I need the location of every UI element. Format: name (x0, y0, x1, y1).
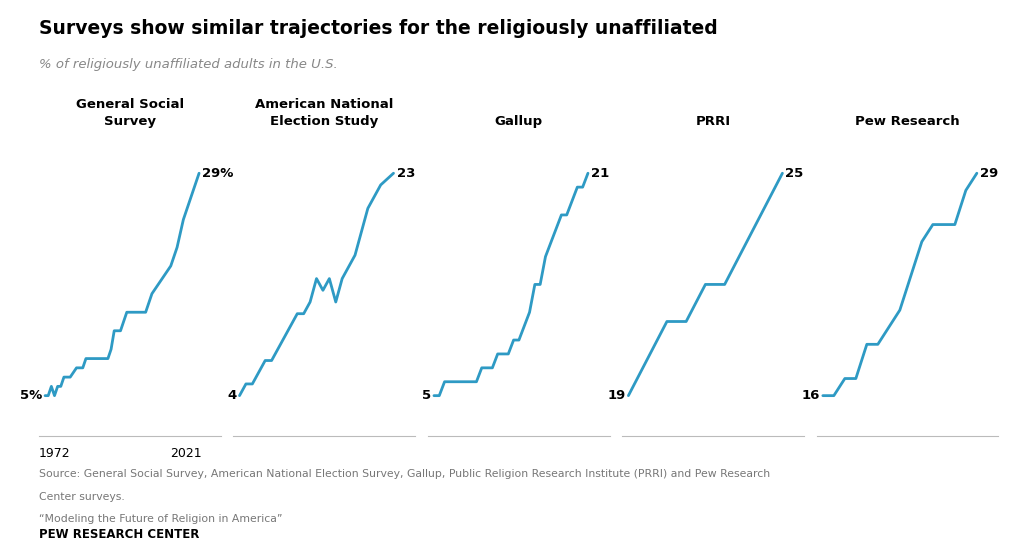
Text: 23: 23 (396, 166, 415, 180)
Text: Source: General Social Survey, American National Election Survey, Gallup, Public: Source: General Social Survey, American … (39, 469, 770, 479)
Text: 5%: 5% (19, 389, 42, 402)
Text: PEW RESEARCH CENTER: PEW RESEARCH CENTER (39, 528, 200, 541)
Title: Pew Research: Pew Research (855, 115, 959, 128)
Text: 2021: 2021 (170, 447, 202, 460)
Text: 21: 21 (591, 166, 609, 180)
Text: Center surveys.: Center surveys. (39, 492, 125, 502)
Text: 29: 29 (980, 166, 998, 180)
Text: 1972: 1972 (39, 447, 71, 460)
Text: 4: 4 (227, 389, 237, 402)
Text: % of religiously unaffiliated adults in the U.S.: % of religiously unaffiliated adults in … (39, 58, 338, 71)
Text: 16: 16 (802, 389, 820, 402)
Title: General Social
Survey: General Social Survey (76, 98, 184, 128)
Text: Surveys show similar trajectories for the religiously unaffiliated: Surveys show similar trajectories for th… (39, 19, 718, 38)
Title: American National
Election Study: American National Election Study (255, 98, 393, 128)
Text: 29%: 29% (202, 166, 233, 180)
Title: Gallup: Gallup (495, 115, 543, 128)
Title: PRRI: PRRI (695, 115, 731, 128)
Text: “Modeling the Future of Religion in America”: “Modeling the Future of Religion in Amer… (39, 514, 283, 524)
Text: 25: 25 (785, 166, 804, 180)
Text: 19: 19 (607, 389, 626, 402)
Text: 5: 5 (422, 389, 431, 402)
